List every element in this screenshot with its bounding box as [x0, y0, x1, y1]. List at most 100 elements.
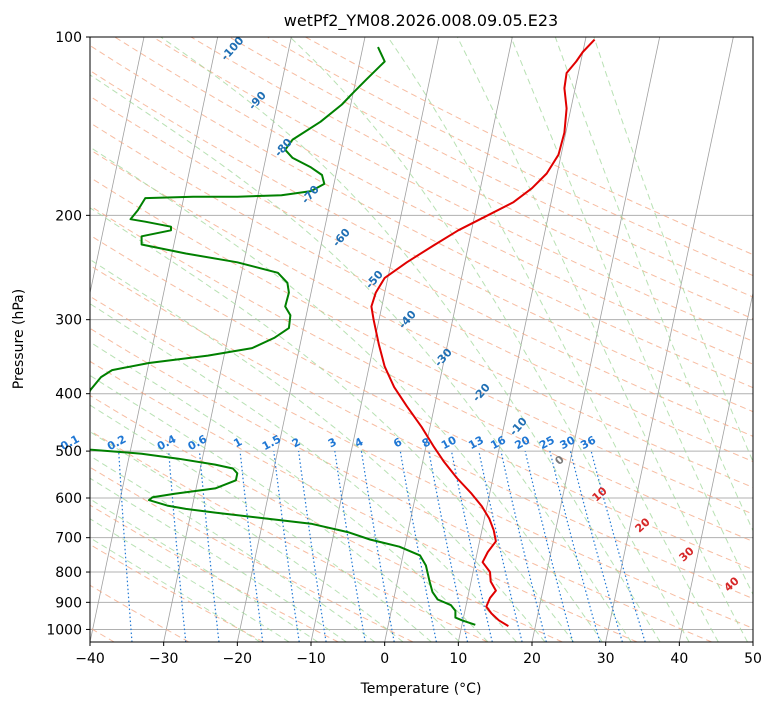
x-tick-label: −40 — [75, 651, 105, 667]
sounding-profiles — [90, 38, 596, 627]
plot-frame — [89, 36, 754, 643]
x-axis-label: Temperature (°C) — [360, 681, 482, 697]
moist-adiabat — [510, 37, 753, 596]
mixing-ratio-line — [198, 451, 220, 642]
dry-adiabat — [90, 466, 414, 642]
moist-adiabat — [90, 431, 404, 642]
y-tick-label: 200 — [55, 208, 82, 224]
moist-adiabat — [90, 74, 632, 642]
moist-adiabat — [593, 37, 753, 463]
dry-adiabat-lines — [90, 37, 753, 642]
mixing-ratio-lines — [118, 450, 646, 642]
temperature-profile — [370, 38, 596, 627]
x-tick-label: 10 — [449, 651, 467, 667]
dry-adiabat — [90, 205, 753, 542]
mixing-ratio-line — [500, 450, 547, 642]
moist-adiabat — [90, 207, 574, 642]
x-tick-label: 20 — [523, 651, 541, 667]
x-axis-ticks: −40 −30 −20 −10 0 10 20 30 40 50 — [75, 642, 762, 667]
moist-adiabat — [90, 341, 489, 642]
mixing-ratio-line — [590, 450, 646, 642]
isotherm-line — [90, 37, 145, 295]
moist-adiabat — [90, 518, 290, 642]
dry-adiabat — [90, 176, 753, 515]
isotherm-line — [457, 37, 587, 642]
y-tick-label: 800 — [55, 565, 82, 581]
y-tick-label: 700 — [55, 531, 82, 547]
dry-adiabat — [90, 584, 190, 642]
y-tick-label: 900 — [55, 595, 82, 611]
mixing-ratio-line — [428, 450, 469, 642]
y-tick-label: 400 — [55, 387, 82, 403]
x-tick-label: 30 — [597, 651, 615, 667]
mixing-ratio-label: 20 — [513, 433, 533, 452]
y-tick-label: 1000 — [46, 622, 82, 638]
moist-adiabat — [456, 37, 748, 642]
mixing-ratio-line — [399, 450, 437, 642]
chart-title: wetPf2_YM08.2026.008.09.05.E23 — [284, 11, 558, 31]
x-tick-label: 40 — [670, 651, 688, 667]
mixing-ratio-label: 16 — [488, 433, 508, 452]
isotherm-line — [384, 37, 513, 642]
y-axis-label: Pressure (hPa) — [11, 289, 27, 389]
mixing-ratio-line — [273, 451, 300, 642]
x-tick-label: 50 — [744, 651, 762, 667]
mixing-ratio-line — [549, 450, 601, 642]
dry-adiabat — [90, 234, 753, 571]
dry-adiabat — [90, 394, 563, 642]
mixing-ratio-line — [478, 450, 523, 642]
moist-adiabat — [90, 146, 603, 642]
x-tick-label: −20 — [223, 651, 253, 667]
y-axis-ticks: 1000 900 800 700 600 500 400 300 200 100 — [46, 30, 90, 638]
mixing-ratio-label: 13 — [466, 433, 486, 452]
mixing-ratio-label: 25 — [537, 433, 557, 452]
mixing-ratio-line — [298, 451, 327, 642]
x-tick-label: 0 — [380, 651, 389, 667]
isotherm-line — [605, 37, 734, 642]
dry-adiabat — [90, 264, 753, 600]
moist-adiabat — [90, 404, 432, 642]
moist-adiabat — [289, 37, 690, 642]
mixing-ratio-label: 36 — [578, 433, 598, 452]
moist-adiabat — [554, 37, 753, 532]
y-tick-label: 600 — [55, 491, 82, 507]
dry-adiabat — [90, 44, 753, 389]
mixing-ratio-label: 30 — [558, 433, 578, 452]
isotherm-line — [236, 37, 366, 642]
moist-adiabat — [387, 37, 719, 642]
moist-adiabat — [90, 477, 347, 642]
dry-adiabat — [90, 360, 638, 642]
dry-adiabat — [90, 327, 712, 642]
moist-adiabat — [90, 455, 376, 642]
moist-adiabat — [160, 37, 661, 642]
isotherm-line — [678, 290, 753, 642]
dry-adiabat — [90, 295, 753, 629]
plot-area — [90, 37, 753, 642]
moist-adiabat — [90, 258, 546, 642]
isotherm-line — [90, 37, 219, 642]
y-tick-label: 500 — [55, 444, 82, 460]
dry-adiabat — [90, 95, 753, 437]
y-tick-label: 300 — [55, 313, 82, 329]
mixing-ratio-line — [239, 451, 264, 642]
mixing-ratio-line — [569, 450, 623, 642]
moist-adiabat — [90, 537, 261, 642]
dry-adiabat — [90, 504, 339, 642]
y-tick-label: 100 — [55, 30, 82, 46]
dewpoint-profile — [90, 46, 476, 626]
isotherm-line — [163, 37, 292, 642]
isotherm-line — [531, 37, 661, 642]
moist-adiabat-lines — [90, 37, 753, 642]
mixing-ratio-line — [524, 450, 574, 642]
moist-adiabat — [90, 303, 517, 642]
mixing-ratio-label: 10 — [439, 433, 459, 452]
x-tick-label: −10 — [296, 651, 326, 667]
dry-adiabat — [114, 37, 753, 365]
dry-adiabat — [90, 122, 753, 463]
x-tick-label: −30 — [149, 651, 179, 667]
mixing-ratio-line — [450, 450, 493, 642]
dry-adiabat — [228, 37, 753, 298]
pressure-gridlines — [90, 37, 753, 630]
